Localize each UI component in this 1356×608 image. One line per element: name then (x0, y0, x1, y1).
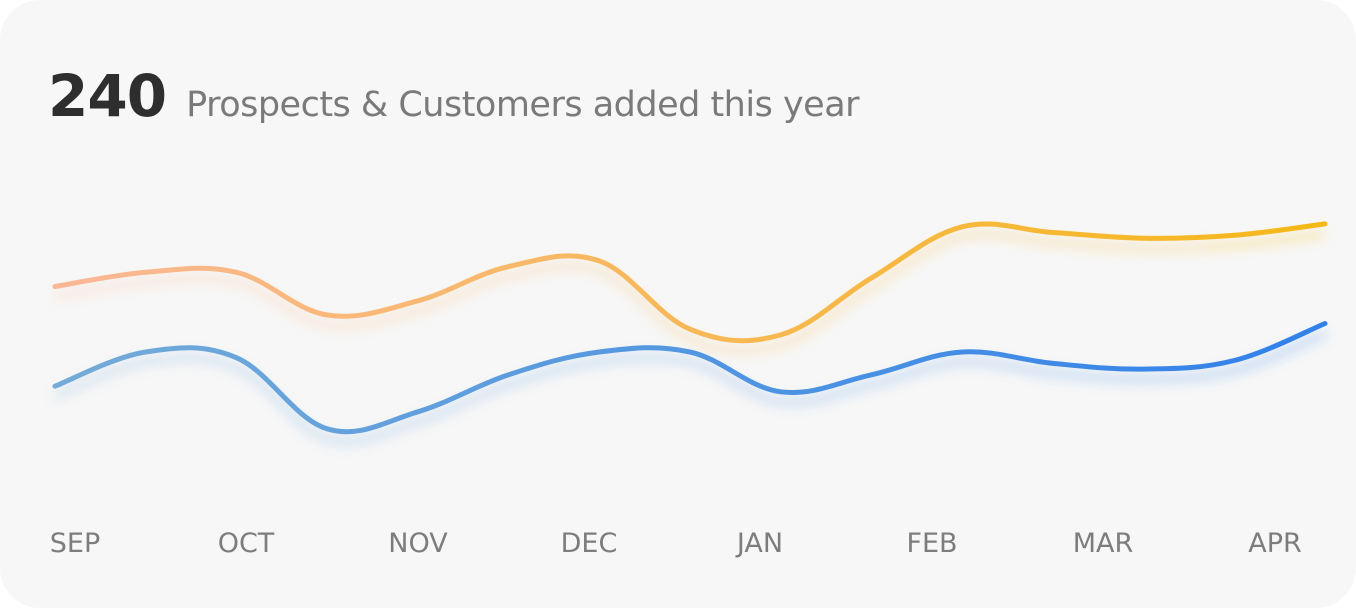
series-layer (52, 221, 1328, 445)
x-tick-label: JAN (735, 528, 783, 559)
series-1-shadow (54, 230, 1326, 354)
chart-header: 240 Prospects & Customers added this yea… (48, 62, 860, 130)
x-tick-label: MAR (1073, 528, 1134, 559)
series-1-line (52, 221, 1328, 344)
x-tick-label: APR (1248, 528, 1302, 559)
x-tick-label: DEC (561, 528, 618, 559)
x-tick-label: SEP (50, 528, 100, 559)
total-count: 240 (48, 62, 167, 130)
x-tick-label: FEB (906, 528, 957, 559)
series-2-shadow (53, 330, 1327, 445)
series-2-line (52, 321, 1328, 435)
chart-subtitle: Prospects & Customers added this year (186, 85, 860, 125)
x-tick-label: NOV (388, 528, 448, 559)
x-axis-labels: SEP OCT NOV DEC JAN FEB MAR APR (50, 528, 1302, 559)
x-tick-label: OCT (218, 528, 275, 559)
